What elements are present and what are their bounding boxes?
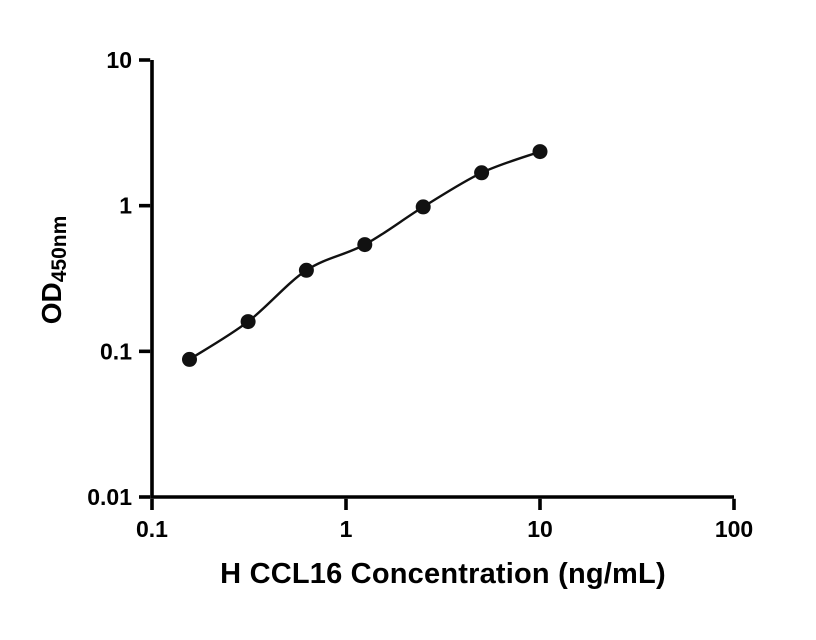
x-axis-title: H CCL16 Concentration (ng/mL) bbox=[220, 558, 666, 590]
y-tick-label: 0.1 bbox=[100, 338, 132, 364]
data-point bbox=[532, 144, 548, 160]
y-tick-label: 0.01 bbox=[87, 484, 132, 510]
y-tick-label: 1 bbox=[119, 193, 132, 219]
y-axis-title-main: OD bbox=[36, 282, 67, 325]
data-point bbox=[474, 165, 490, 181]
y-axis-title: OD450nm bbox=[36, 215, 71, 325]
data-point bbox=[357, 237, 373, 253]
data-point bbox=[182, 351, 197, 367]
curve-line bbox=[188, 150, 541, 361]
x-tick-label: 10 bbox=[527, 516, 553, 542]
x-tick-label: 1 bbox=[340, 516, 353, 542]
data-point bbox=[298, 262, 314, 278]
axis-lines bbox=[150, 60, 734, 499]
data-point bbox=[415, 199, 431, 215]
y-tick-label: 10 bbox=[106, 47, 132, 73]
y-axis-title-subscript: 450nm bbox=[48, 215, 71, 283]
data-point bbox=[240, 314, 256, 330]
x-tick-label: 0.1 bbox=[136, 516, 168, 542]
x-tick-label: 100 bbox=[715, 516, 753, 542]
